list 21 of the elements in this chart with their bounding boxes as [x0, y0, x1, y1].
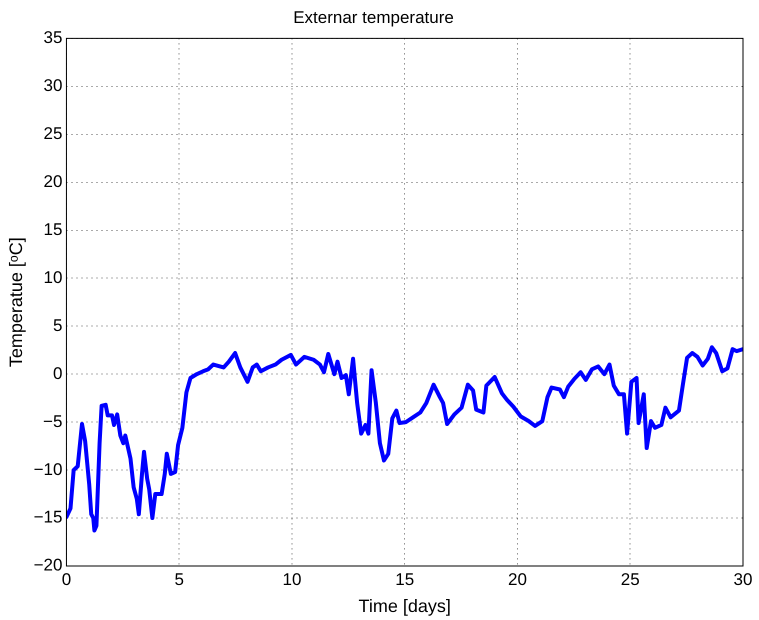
x-tick-label: 5: [174, 570, 184, 589]
y-tick-label: 15: [44, 220, 62, 239]
y-tick-label: 25: [44, 124, 62, 144]
y-tick-label: −20: [34, 556, 62, 575]
y-tick-label: −10: [34, 460, 62, 479]
y-axis-title: Temperatue [ᵒC]: [6, 237, 26, 368]
y-tick-label: 30: [44, 76, 62, 96]
y-tick-label: 20: [44, 172, 62, 191]
chart-title: Externar temperature: [293, 8, 454, 27]
y-tick-label: 35: [44, 28, 62, 48]
x-tick-label: 25: [620, 570, 640, 589]
y-tick-label: 5: [52, 316, 62, 335]
y-tick-label: −15: [34, 508, 62, 527]
x-tick-label: 10: [282, 570, 302, 589]
x-tick-label: 30: [734, 570, 752, 589]
y-tick-label: 10: [44, 268, 62, 287]
x-tick-label: 20: [508, 570, 527, 589]
y-tick-label: −5: [43, 412, 62, 431]
x-tick-label: 15: [395, 570, 414, 589]
y-tick-label: 0: [52, 364, 62, 383]
x-axis-title: Time [days]: [358, 596, 451, 616]
